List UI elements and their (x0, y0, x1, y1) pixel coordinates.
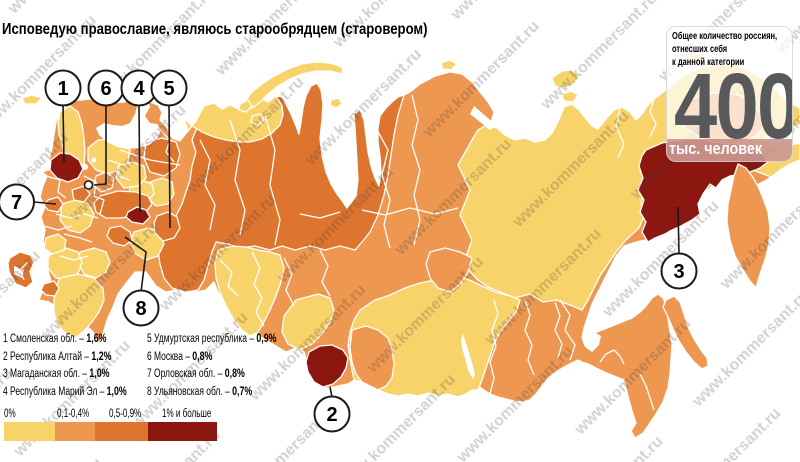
svg-text:3: 3 (673, 261, 684, 283)
svg-text:1: 1 (57, 78, 68, 100)
svg-text:6: 6 (100, 78, 111, 100)
svg-text:8: 8 (135, 298, 146, 320)
svg-text:4: 4 (133, 78, 145, 100)
svg-text:5: 5 (163, 78, 174, 100)
svg-text:2: 2 (326, 404, 337, 426)
svg-text:7: 7 (11, 192, 22, 214)
